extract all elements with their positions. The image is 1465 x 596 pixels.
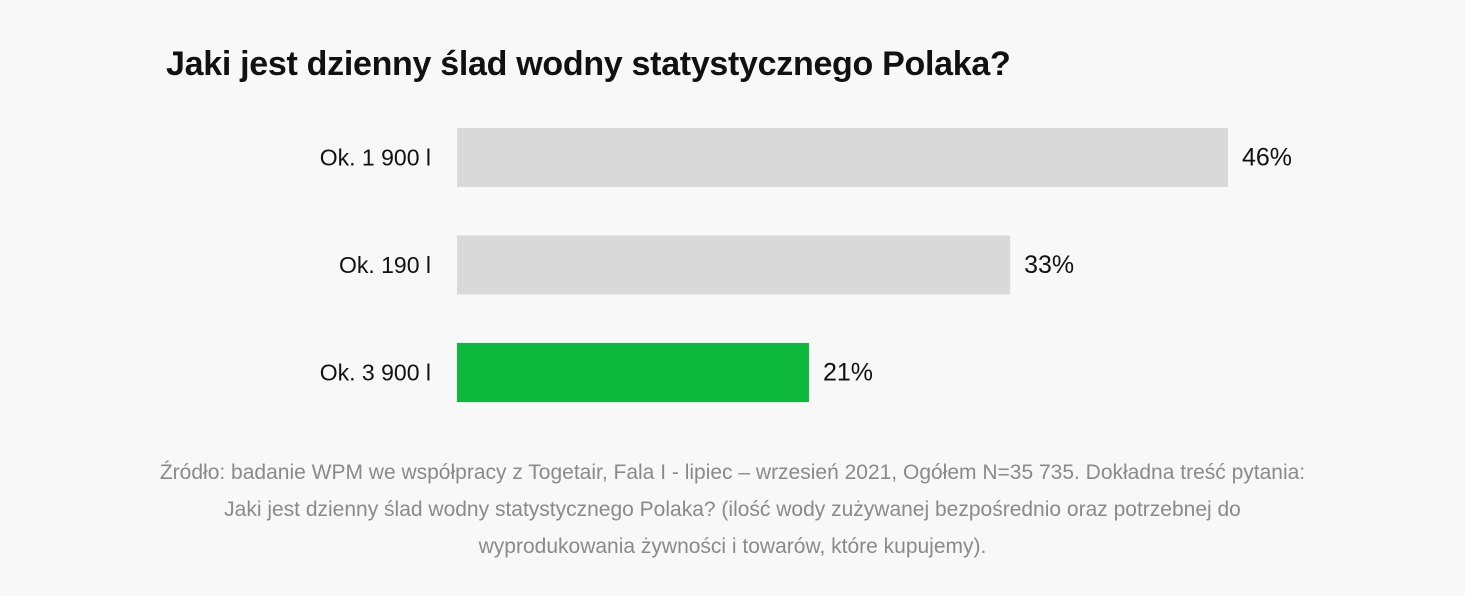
category-label: Ok. 190 l [339,252,431,278]
bar-chart: Ok. 1 900 l 46% Ok. 190 l 33% Ok. 3 900 l 21% [320,128,1292,402]
bar [457,128,1228,187]
value-label: 46% [1242,144,1292,172]
source-note: Źródło: badanie WPM we współpracy z Toge… [159,461,1306,558]
value-label: 33% [1024,251,1074,279]
category-label: Ok. 1 900 l [320,145,431,171]
bar [457,235,1011,295]
value-label: 21% [823,359,873,387]
category-label: Ok. 3 900 l [320,360,431,386]
bar [457,343,809,402]
chart-title: Jaki jest dzienny ślad wodny statystyczn… [166,45,1011,83]
